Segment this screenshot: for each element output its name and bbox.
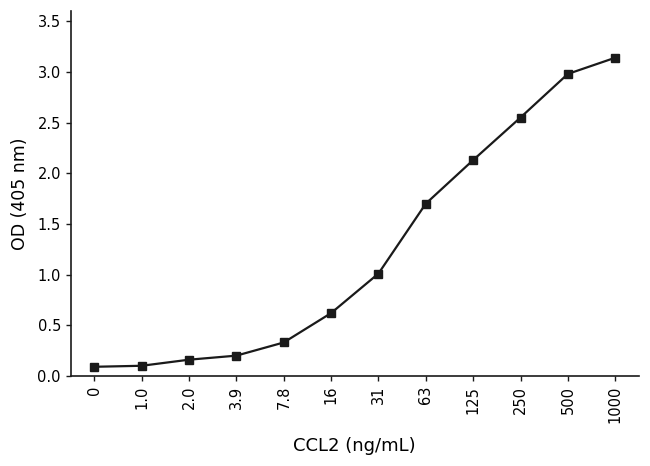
X-axis label: CCL2 (ng/mL): CCL2 (ng/mL) — [293, 437, 416, 455]
Y-axis label: OD (405 nm): OD (405 nm) — [11, 137, 29, 250]
